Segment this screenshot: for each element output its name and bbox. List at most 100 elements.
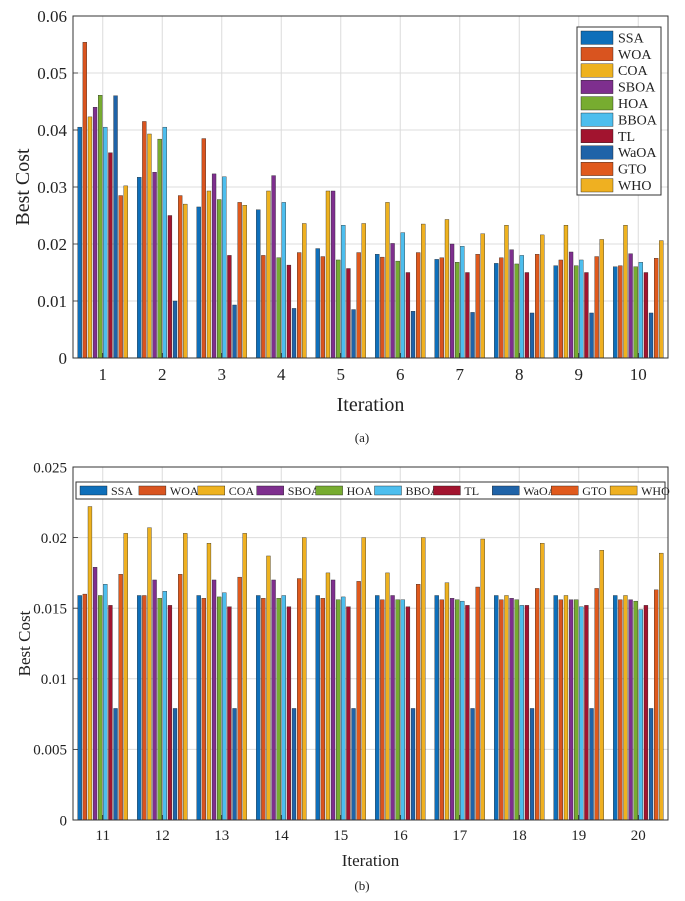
caption-a: (a) bbox=[355, 430, 369, 445]
bar bbox=[449, 598, 455, 821]
bar bbox=[351, 708, 356, 821]
bar bbox=[410, 708, 416, 821]
x-tick-label: 18 bbox=[512, 828, 527, 844]
bar bbox=[341, 225, 346, 359]
bar bbox=[444, 219, 450, 359]
bar bbox=[628, 599, 633, 821]
legend: SSA WOA COA SBOA HOA BBOA TL WaOA GTO WHO bbox=[75, 481, 670, 500]
bar bbox=[137, 595, 142, 821]
bar bbox=[137, 177, 142, 359]
bar bbox=[509, 598, 514, 821]
bar bbox=[183, 533, 188, 821]
series-gto bbox=[118, 574, 659, 821]
legend-swatch bbox=[315, 485, 343, 496]
bar bbox=[659, 552, 664, 821]
bar bbox=[633, 266, 638, 359]
bar bbox=[276, 598, 281, 821]
bar bbox=[395, 260, 400, 359]
legend-swatch bbox=[580, 161, 614, 176]
legend-swatch bbox=[197, 485, 226, 496]
bar bbox=[574, 265, 579, 359]
bar bbox=[162, 591, 167, 821]
bar bbox=[320, 256, 325, 359]
legend-label: WaOA bbox=[618, 146, 657, 161]
x-axis-label: Iteration bbox=[342, 851, 400, 870]
bar bbox=[416, 584, 421, 821]
y-tick-label: 0.01 bbox=[41, 672, 67, 688]
bar bbox=[271, 175, 276, 359]
bar bbox=[98, 595, 103, 821]
series-tl bbox=[108, 152, 649, 359]
series-woa bbox=[82, 42, 623, 359]
bar bbox=[529, 708, 535, 821]
bar bbox=[594, 588, 599, 821]
bar bbox=[455, 599, 460, 821]
bar bbox=[480, 538, 485, 821]
bar bbox=[237, 202, 242, 359]
legend-label: TL bbox=[464, 484, 479, 498]
bar bbox=[439, 257, 444, 359]
bar bbox=[558, 599, 563, 821]
bar bbox=[118, 195, 123, 359]
bar bbox=[330, 190, 336, 359]
x-tick-label: 5 bbox=[337, 365, 346, 384]
x-tick-label: 11 bbox=[96, 828, 110, 844]
bar bbox=[172, 300, 178, 359]
legend-label: COA bbox=[229, 484, 255, 498]
bar bbox=[380, 599, 385, 821]
bar bbox=[579, 606, 584, 821]
bar bbox=[568, 251, 574, 359]
bar bbox=[206, 190, 212, 359]
x-tick-label: 1 bbox=[99, 365, 108, 384]
x-tick-label: 12 bbox=[155, 828, 170, 844]
bar bbox=[390, 595, 395, 821]
y-tick-label: 0.015 bbox=[33, 601, 67, 617]
y-tick-label: 0 bbox=[60, 813, 68, 829]
legend-item-hoa: HOA bbox=[315, 484, 373, 498]
bar bbox=[123, 533, 128, 821]
legend-label: BBOA bbox=[406, 484, 440, 498]
bar bbox=[643, 272, 649, 359]
bar bbox=[103, 126, 108, 359]
x-tick-label: 9 bbox=[575, 365, 584, 384]
bar bbox=[648, 708, 654, 821]
series-ssa bbox=[77, 126, 618, 359]
bar bbox=[286, 264, 292, 359]
bar bbox=[297, 578, 302, 821]
legend-swatch bbox=[580, 129, 614, 143]
bar bbox=[460, 246, 465, 359]
bar bbox=[196, 595, 201, 821]
x-tick-label: 13 bbox=[214, 828, 229, 844]
bar bbox=[385, 202, 390, 359]
bar bbox=[434, 595, 439, 821]
bar bbox=[82, 593, 87, 821]
x-tick-label: 6 bbox=[396, 365, 405, 384]
bar bbox=[594, 256, 599, 359]
bar bbox=[142, 121, 147, 359]
bar bbox=[494, 263, 499, 359]
bar bbox=[152, 579, 157, 821]
bar bbox=[98, 95, 103, 359]
legend-swatch bbox=[138, 485, 167, 496]
bar bbox=[281, 202, 286, 359]
bar bbox=[256, 595, 261, 821]
bar bbox=[529, 312, 535, 359]
bar bbox=[599, 239, 604, 359]
x-tick-label: 16 bbox=[393, 828, 409, 844]
bar bbox=[494, 595, 499, 821]
bar bbox=[227, 606, 232, 821]
bar bbox=[405, 606, 411, 821]
legend-item-bboa: BBOA bbox=[580, 112, 658, 128]
bar bbox=[232, 708, 237, 821]
bar bbox=[361, 223, 366, 359]
x-tick-label: 20 bbox=[631, 828, 646, 844]
x-tick-label: 10 bbox=[630, 365, 647, 384]
legend-label: WaOA bbox=[523, 484, 556, 498]
plot-area bbox=[73, 467, 668, 820]
legend-label: WHO bbox=[618, 179, 651, 194]
legend-item-hoa: HOA bbox=[580, 96, 649, 112]
series-who bbox=[123, 185, 664, 359]
bar bbox=[540, 234, 545, 359]
bar bbox=[421, 537, 426, 821]
bar bbox=[217, 199, 222, 359]
